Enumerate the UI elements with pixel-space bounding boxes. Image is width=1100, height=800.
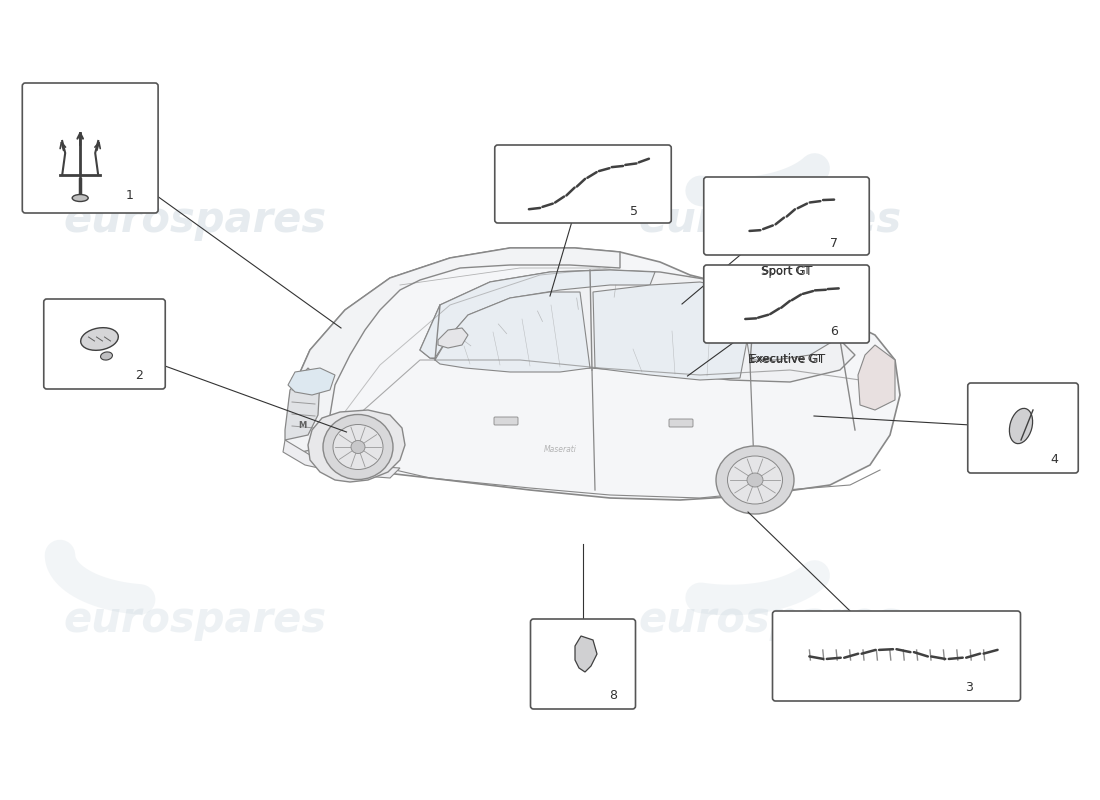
Ellipse shape — [316, 457, 344, 467]
FancyBboxPatch shape — [530, 619, 636, 709]
FancyBboxPatch shape — [669, 419, 693, 427]
Text: Sport GT: Sport GT — [761, 265, 812, 278]
Polygon shape — [438, 328, 468, 348]
FancyBboxPatch shape — [494, 417, 518, 425]
FancyBboxPatch shape — [772, 611, 1021, 701]
Polygon shape — [285, 368, 320, 440]
Text: Executive GT: Executive GT — [748, 353, 825, 366]
Text: Maserati: Maserati — [543, 446, 576, 454]
Text: eurospares: eurospares — [638, 599, 902, 641]
Polygon shape — [288, 368, 336, 395]
Polygon shape — [858, 345, 895, 410]
Text: 2: 2 — [135, 370, 143, 382]
FancyBboxPatch shape — [704, 265, 869, 343]
Polygon shape — [283, 440, 400, 478]
Ellipse shape — [80, 328, 119, 350]
Polygon shape — [285, 248, 900, 500]
Text: 1: 1 — [125, 189, 133, 202]
Polygon shape — [308, 410, 405, 482]
Polygon shape — [420, 270, 654, 358]
Text: 4: 4 — [1050, 454, 1058, 466]
Polygon shape — [593, 282, 755, 380]
Ellipse shape — [716, 446, 794, 514]
FancyBboxPatch shape — [704, 177, 869, 255]
Ellipse shape — [323, 414, 393, 479]
Text: eurospares: eurospares — [64, 599, 327, 641]
Text: 3: 3 — [965, 682, 974, 694]
Ellipse shape — [1010, 408, 1033, 444]
FancyBboxPatch shape — [495, 145, 671, 223]
Ellipse shape — [73, 194, 88, 202]
Polygon shape — [420, 270, 855, 382]
Text: Executive GT: Executive GT — [750, 354, 823, 364]
FancyBboxPatch shape — [968, 383, 1078, 473]
Ellipse shape — [747, 473, 763, 487]
Ellipse shape — [727, 456, 782, 504]
Ellipse shape — [100, 352, 112, 360]
Text: M: M — [298, 421, 306, 430]
Ellipse shape — [333, 425, 383, 470]
Text: eurospares: eurospares — [64, 199, 327, 241]
FancyBboxPatch shape — [44, 299, 165, 389]
Text: 7: 7 — [830, 237, 838, 250]
Polygon shape — [740, 292, 835, 360]
Polygon shape — [575, 636, 597, 672]
Text: Sport GT: Sport GT — [762, 266, 811, 276]
Polygon shape — [434, 292, 590, 372]
Text: eurospares: eurospares — [638, 199, 902, 241]
Text: 8: 8 — [608, 690, 617, 702]
Text: 5: 5 — [630, 205, 638, 218]
Text: 6: 6 — [830, 325, 838, 338]
Ellipse shape — [351, 441, 365, 454]
Polygon shape — [285, 248, 620, 455]
FancyBboxPatch shape — [22, 83, 158, 213]
